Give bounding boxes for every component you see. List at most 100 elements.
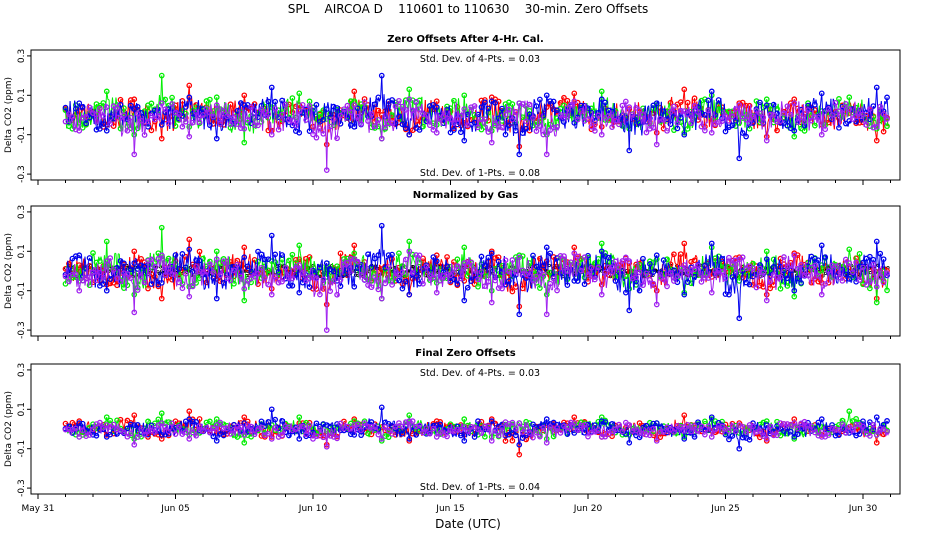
- series-line: [98, 103, 101, 106]
- series-line: [537, 112, 540, 115]
- series-line: [838, 98, 841, 105]
- series-line: [173, 101, 176, 127]
- series-line: [656, 118, 659, 145]
- series-line: [121, 99, 124, 103]
- series-line: [432, 125, 435, 130]
- series-line: [766, 122, 769, 137]
- series-line: [111, 118, 113, 121]
- y-tick-label: 0.3: [17, 205, 27, 219]
- y-tick-label: -0.1: [17, 126, 27, 144]
- series-line: [120, 117, 123, 137]
- series-line: [628, 113, 631, 151]
- data-point: [564, 97, 571, 104]
- data-point: [626, 106, 633, 112]
- series-line: [490, 101, 493, 110]
- series-line: [398, 100, 401, 103]
- data-point: [117, 96, 124, 103]
- series-line: [247, 122, 250, 131]
- series-line: [274, 114, 277, 121]
- series-line: [866, 110, 868, 113]
- series-line: [405, 100, 408, 106]
- series-line: [680, 122, 683, 127]
- series-line: [521, 115, 523, 118]
- series-line: [845, 123, 848, 126]
- series-line: [529, 102, 532, 105]
- series-line: [767, 118, 770, 123]
- series-line: [353, 99, 356, 102]
- series-line: [333, 114, 336, 117]
- series-line: [535, 113, 539, 122]
- series-line: [265, 117, 268, 120]
- series-line: [386, 111, 388, 114]
- series-line: [436, 112, 439, 133]
- series-line: [558, 101, 561, 104]
- series-line: [144, 128, 147, 136]
- series-line: [243, 95, 246, 104]
- panel-title: Normalized by Gas: [413, 190, 519, 201]
- series-line: [665, 129, 668, 132]
- figure-title: SPL AIRCOA D 110601 to 110630 30-min. Ze…: [287, 2, 649, 16]
- data-point: [482, 97, 488, 103]
- series-line: [575, 127, 577, 129]
- y-tick-label: -0.3: [17, 165, 27, 183]
- series-line: [863, 103, 866, 110]
- series-line: [109, 119, 112, 124]
- series-line: [231, 127, 234, 133]
- series-line: [767, 127, 770, 133]
- series-line: [557, 110, 560, 113]
- series-line: [182, 125, 184, 128]
- series-line: [120, 104, 123, 110]
- series-line: [601, 110, 604, 135]
- series-line: [298, 93, 301, 114]
- y-tick-label: 0.3: [17, 49, 27, 63]
- series-line: [594, 126, 597, 132]
- series-line: [274, 108, 277, 110]
- panel-title: Zero Offsets After 4-Hr. Cal.: [387, 34, 544, 45]
- series-line: [287, 98, 290, 118]
- series-line: [718, 121, 721, 128]
- series-line: [680, 101, 683, 104]
- series-line: [105, 91, 108, 111]
- series-line: [115, 97, 118, 106]
- series-line: [419, 107, 422, 110]
- series-line: [346, 105, 350, 112]
- data-point: [97, 102, 103, 109]
- y-axis-label: Delta CO2 (ppm): [4, 233, 14, 309]
- series-line: [573, 122, 576, 129]
- series-line: [335, 137, 338, 140]
- data-point: [69, 125, 76, 132]
- series-line: [353, 91, 356, 99]
- series-line: [166, 277, 170, 284]
- series-line: [327, 102, 330, 111]
- series-line: [732, 115, 734, 117]
- series-line: [790, 103, 793, 108]
- series-line: [411, 129, 414, 133]
- series-line: [676, 104, 680, 114]
- series-line: [133, 132, 136, 155]
- series-line: [161, 103, 164, 109]
- series-line: [487, 104, 490, 121]
- series-line: [452, 99, 455, 102]
- series-line: [683, 89, 686, 111]
- series-line: [783, 121, 786, 124]
- series-line: [847, 108, 850, 111]
- data-point: [787, 100, 794, 107]
- series-line: [322, 127, 325, 134]
- series-line: [491, 115, 494, 143]
- series-line: [708, 116, 712, 127]
- series-line: [539, 101, 542, 119]
- y-axis-label: Delta CO2 (ppm): [4, 77, 14, 153]
- series-line: [886, 97, 889, 117]
- series-line: [132, 107, 135, 110]
- series-line: [775, 130, 778, 132]
- series-line: [681, 100, 684, 104]
- y-tick-label: 0.1: [17, 244, 27, 258]
- series-line: [381, 75, 384, 110]
- series-line: [409, 282, 413, 288]
- series-line: [550, 105, 553, 124]
- series-line: [288, 104, 291, 106]
- series-line: [319, 114, 322, 128]
- series-line: [759, 101, 762, 104]
